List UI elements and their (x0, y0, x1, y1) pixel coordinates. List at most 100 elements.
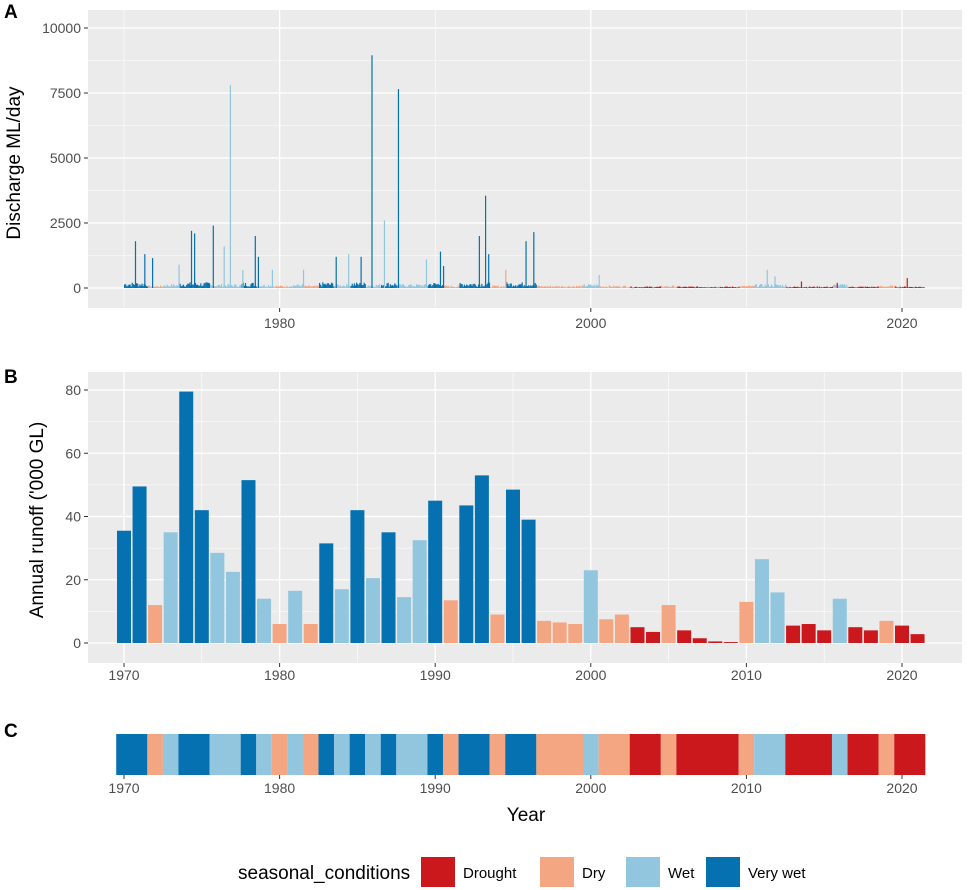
discharge-baseflow-mark (663, 287, 665, 288)
discharge-baseflow-mark (503, 286, 505, 288)
discharge-baseflow-mark (405, 286, 407, 288)
discharge-baseflow-mark (320, 284, 322, 288)
discharge-baseflow-mark (238, 286, 240, 288)
discharge-baseflow-mark (637, 287, 639, 288)
discharge-baseflow-mark (472, 284, 474, 288)
discharge-baseflow-mark (157, 286, 159, 288)
discharge-baseflow-mark (897, 287, 899, 288)
discharge-baseflow-mark (626, 287, 628, 288)
discharge-baseflow-mark (449, 287, 451, 288)
discharge-baseflow-mark (569, 286, 571, 288)
discharge-baseflow-mark (857, 287, 859, 288)
discharge-peak (254, 236, 256, 288)
discharge-baseflow-mark (434, 283, 436, 288)
discharge-baseflow-mark (418, 284, 420, 288)
discharge-baseflow-mark (385, 286, 387, 288)
discharge-baseflow-mark (671, 285, 674, 288)
condition-segment (178, 734, 210, 775)
discharge-baseflow-mark (608, 285, 610, 288)
discharge-baseflow-mark (253, 286, 255, 288)
discharge-baseflow-mark (787, 287, 789, 289)
discharge-baseflow-mark (922, 287, 924, 288)
discharge-baseflow-mark (900, 287, 902, 289)
discharge-baseflow-mark (919, 286, 921, 288)
legend-title: seasonal_conditions (238, 863, 410, 884)
discharge-baseflow-mark (276, 286, 278, 288)
discharge-baseflow-mark (918, 286, 920, 288)
discharge-baseflow-mark (333, 286, 335, 288)
discharge-baseflow-mark (224, 285, 226, 288)
discharge-baseflow-mark (631, 287, 633, 289)
discharge-baseflow-mark (473, 283, 475, 288)
discharge-baseflow-mark (873, 286, 875, 288)
discharge-baseflow-mark (542, 286, 544, 288)
discharge-baseflow-mark (381, 284, 383, 288)
condition-segment (505, 734, 537, 775)
discharge-baseflow-mark (262, 286, 264, 288)
discharge-baseflow-mark (382, 285, 384, 288)
discharge-baseflow-mark (809, 286, 811, 288)
discharge-baseflow-mark (225, 285, 227, 288)
discharge-baseflow-mark (421, 285, 423, 288)
discharge-baseflow-mark (500, 286, 503, 288)
runoff-bar (801, 624, 816, 643)
legend-label: Dry (582, 865, 606, 882)
discharge-baseflow-mark (287, 287, 289, 288)
discharge-baseflow-mark (460, 283, 462, 288)
discharge-baseflow-mark (850, 287, 852, 288)
discharge-baseflow-mark (767, 284, 769, 288)
discharge-baseflow-mark (611, 286, 614, 288)
runoff-bar (428, 500, 443, 643)
discharge-baseflow-mark (288, 286, 290, 288)
discharge-peak (425, 259, 428, 288)
panel-c-condition-strip: 1970 1980 1990 2000 2010 2020 Year (108, 734, 926, 826)
runoff-bar (397, 597, 412, 643)
discharge-baseflow-mark (135, 283, 138, 288)
discharge-baseflow-mark (859, 286, 861, 288)
discharge-baseflow-mark (646, 286, 649, 288)
discharge-baseflow-mark (293, 285, 296, 288)
discharge-baseflow-mark (782, 286, 785, 288)
discharge-baseflow-mark (899, 286, 901, 288)
discharge-baseflow-mark (653, 287, 655, 288)
discharge-baseflow-mark (797, 286, 799, 288)
discharge-baseflow-mark (723, 287, 725, 289)
discharge-baseflow-mark (728, 287, 730, 288)
discharge-baseflow-mark (912, 287, 914, 288)
discharge-baseflow-mark (218, 284, 220, 288)
discharge-baseflow-mark (271, 286, 273, 288)
condition-segment (256, 734, 272, 775)
discharge-baseflow-mark (244, 282, 247, 288)
discharge-peak (800, 281, 803, 288)
discharge-baseflow-mark (814, 287, 816, 288)
x-tick-label: 1980 (264, 780, 295, 796)
discharge-baseflow-mark (889, 285, 891, 288)
discharge-baseflow-mark (456, 286, 458, 288)
discharge-baseflow-mark (602, 286, 604, 288)
discharge-baseflow-mark (168, 286, 170, 288)
discharge-baseflow-mark (839, 284, 841, 288)
panel-a-grid (88, 10, 962, 308)
discharge-baseflow-mark (495, 285, 497, 288)
condition-segment (365, 734, 381, 775)
discharge-baseflow-mark (451, 286, 454, 288)
discharge-baseflow-mark (507, 284, 509, 288)
discharge-baseflow-mark (291, 287, 293, 288)
discharge-baseflow-mark (337, 285, 339, 288)
x-tick-label: 1970 (108, 780, 139, 796)
discharge-peak (371, 55, 373, 288)
x-tick-label: 2020 (886, 315, 917, 331)
discharge-baseflow-mark (435, 284, 437, 288)
discharge-baseflow-mark (274, 287, 276, 288)
discharge-baseflow-mark (847, 287, 849, 288)
discharge-baseflow-mark (486, 283, 488, 288)
discharge-peak (178, 264, 180, 288)
discharge-baseflow-mark (383, 284, 385, 288)
discharge-baseflow-mark (295, 285, 297, 288)
discharge-baseflow-mark (840, 285, 842, 288)
discharge-baseflow-mark (785, 284, 787, 288)
discharge-baseflow-mark (315, 286, 317, 288)
discharge-peak (134, 241, 137, 288)
discharge-baseflow-mark (784, 286, 786, 288)
discharge-baseflow-mark (662, 286, 664, 288)
